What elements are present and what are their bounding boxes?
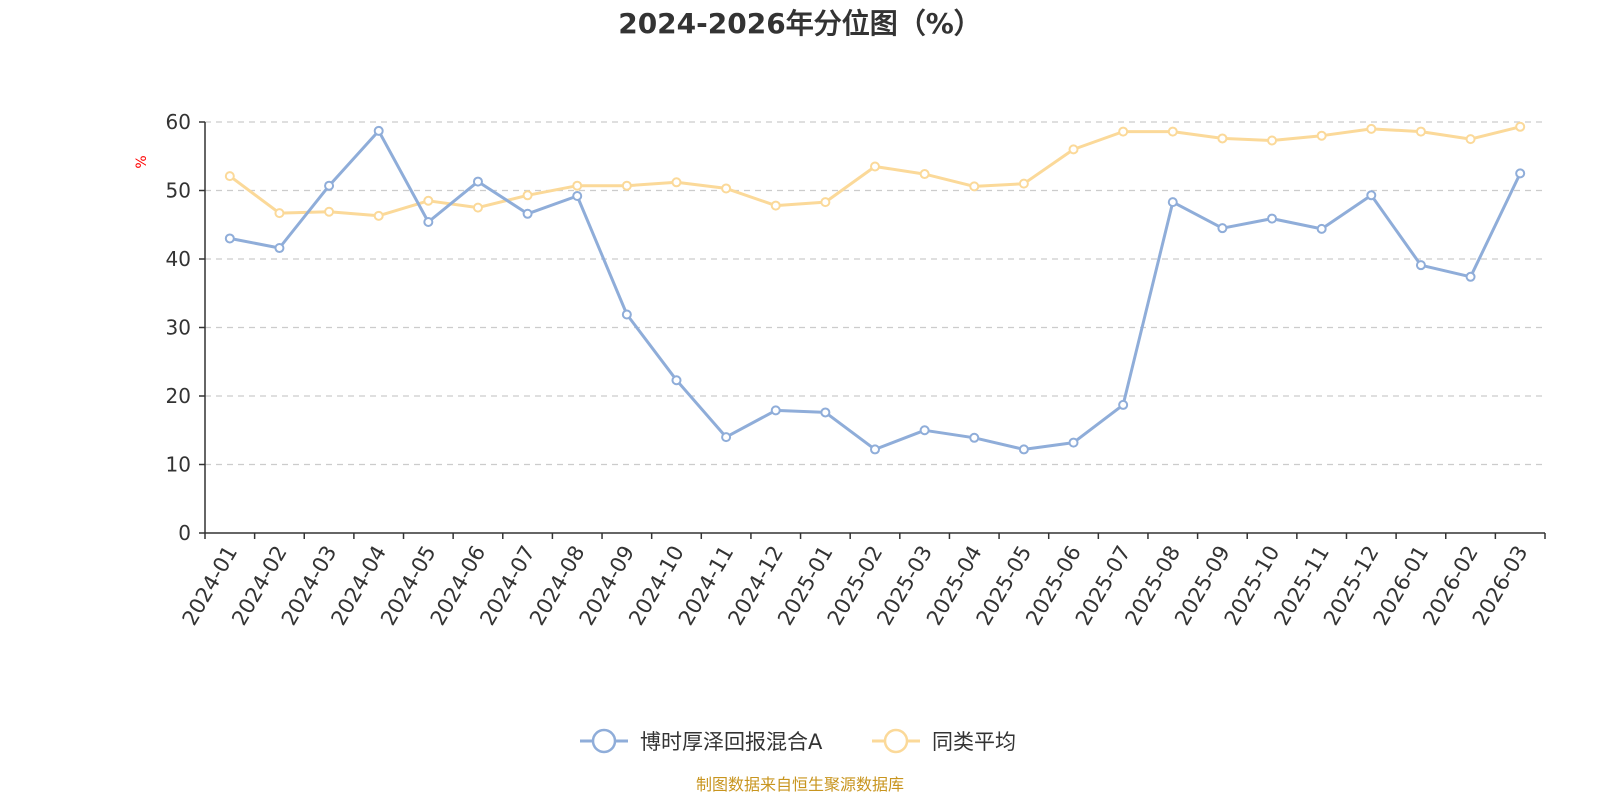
chart-title: 2024-2026年分位图（%） bbox=[618, 7, 982, 40]
legend-item-1[interactable]: 同类平均 bbox=[872, 728, 1016, 754]
data-point[interactable] bbox=[1366, 190, 1377, 201]
y-tick-label: 0 bbox=[178, 521, 191, 545]
data-point[interactable] bbox=[1465, 271, 1476, 282]
data-point[interactable] bbox=[1316, 130, 1327, 141]
data-point[interactable] bbox=[870, 161, 880, 172]
grid-lines bbox=[205, 121, 1545, 466]
legend-marker-icon bbox=[883, 728, 909, 754]
data-point[interactable] bbox=[1415, 126, 1426, 137]
source-note: 制图数据来自恒生聚源数据库 bbox=[696, 775, 904, 794]
y-tick-label: 20 bbox=[166, 384, 191, 408]
data-point[interactable] bbox=[919, 425, 930, 436]
data-point[interactable] bbox=[572, 190, 583, 201]
data-point[interactable] bbox=[721, 183, 732, 194]
data-point[interactable] bbox=[373, 210, 384, 221]
series-1 bbox=[224, 121, 1526, 221]
data-point[interactable] bbox=[1465, 134, 1476, 145]
data-point[interactable] bbox=[1118, 399, 1129, 410]
data-point[interactable] bbox=[1068, 437, 1079, 448]
data-point[interactable] bbox=[274, 208, 285, 219]
legend[interactable]: 博时厚泽回报混合A 同类平均 bbox=[580, 728, 1016, 754]
series-line bbox=[228, 129, 1522, 451]
data-point[interactable] bbox=[1167, 126, 1178, 137]
data-point[interactable] bbox=[224, 233, 235, 244]
data-point[interactable] bbox=[522, 208, 533, 219]
data-point[interactable] bbox=[1515, 121, 1526, 132]
data-point[interactable] bbox=[472, 176, 483, 187]
data-point[interactable] bbox=[1018, 178, 1029, 189]
y-tick-label: 30 bbox=[166, 316, 191, 340]
data-point[interactable] bbox=[1118, 126, 1129, 137]
data-point[interactable] bbox=[1267, 213, 1278, 224]
data-point[interactable] bbox=[274, 243, 285, 254]
legend-marker-icon bbox=[591, 728, 617, 754]
data-point[interactable] bbox=[820, 197, 831, 208]
data-point[interactable] bbox=[1018, 444, 1029, 455]
data-point[interactable] bbox=[721, 432, 732, 443]
y-tick-label: 60 bbox=[166, 110, 191, 134]
x-axis-ticks: 2024-012024-022024-032024-042024-052024-… bbox=[177, 533, 1546, 629]
legend-label: 同类平均 bbox=[932, 730, 1016, 754]
data-point[interactable] bbox=[522, 190, 533, 201]
data-point[interactable] bbox=[423, 217, 434, 228]
data-point[interactable] bbox=[324, 206, 335, 217]
data-point[interactable] bbox=[423, 195, 434, 206]
data-point[interactable] bbox=[572, 180, 583, 191]
data-point[interactable] bbox=[671, 177, 682, 188]
data-point[interactable] bbox=[770, 200, 781, 211]
data-point[interactable] bbox=[1217, 133, 1228, 144]
data-point[interactable] bbox=[224, 171, 235, 182]
data-point[interactable] bbox=[1316, 223, 1327, 234]
data-point[interactable] bbox=[324, 180, 335, 191]
data-point[interactable] bbox=[621, 180, 632, 191]
data-point[interactable] bbox=[1267, 135, 1278, 146]
data-point[interactable] bbox=[770, 405, 781, 416]
data-point[interactable] bbox=[1068, 144, 1079, 155]
legend-label: 博时厚泽回报混合A bbox=[640, 730, 823, 754]
data-point[interactable] bbox=[1366, 123, 1377, 134]
data-point[interactable] bbox=[969, 181, 980, 192]
y-axis-ticks: 0 10 20 30 40 50 60 bbox=[166, 110, 205, 545]
data-point[interactable] bbox=[671, 375, 682, 386]
legend-item-0[interactable]: 博时厚泽回报混合A bbox=[580, 728, 823, 754]
y-axis-unit: % bbox=[134, 155, 150, 168]
data-point[interactable] bbox=[1415, 260, 1426, 271]
y-tick-label: 10 bbox=[166, 453, 191, 477]
data-point[interactable] bbox=[1515, 168, 1526, 179]
data-point[interactable] bbox=[1167, 197, 1178, 208]
data-point[interactable] bbox=[472, 202, 483, 213]
data-point[interactable] bbox=[373, 125, 384, 136]
y-tick-label: 50 bbox=[166, 179, 191, 203]
data-point[interactable] bbox=[969, 432, 980, 443]
data-point[interactable] bbox=[870, 444, 880, 455]
y-tick-label: 40 bbox=[166, 247, 191, 271]
series-group bbox=[224, 121, 1526, 455]
data-point[interactable] bbox=[820, 407, 831, 418]
data-point[interactable] bbox=[621, 309, 632, 320]
data-point[interactable] bbox=[919, 169, 930, 180]
series-0 bbox=[224, 125, 1526, 455]
data-point[interactable] bbox=[1217, 223, 1228, 234]
